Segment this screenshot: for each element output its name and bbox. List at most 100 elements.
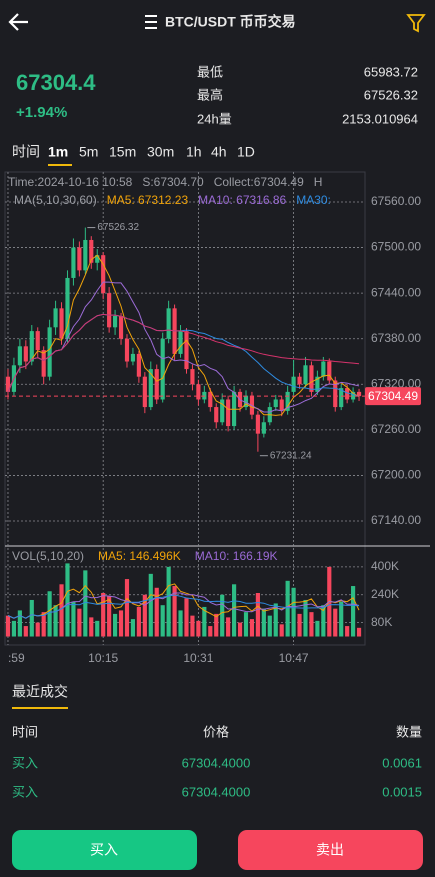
candle-body bbox=[291, 376, 296, 392]
volume-bar bbox=[136, 606, 141, 637]
interval-tab[interactable]: 4h bbox=[211, 144, 227, 160]
x-tick-label: 10:31 bbox=[183, 651, 213, 665]
interval-tab[interactable]: 1h bbox=[186, 144, 202, 160]
volume-bar bbox=[267, 615, 272, 637]
candle-body bbox=[356, 391, 362, 397]
ma-legend: MA30: bbox=[296, 193, 331, 207]
candle-body bbox=[59, 308, 64, 339]
candle-body bbox=[113, 315, 118, 328]
candle-body bbox=[89, 239, 94, 263]
candle-body bbox=[273, 399, 278, 408]
candle-body bbox=[208, 391, 213, 408]
volume-bar bbox=[226, 617, 231, 637]
volume-bar bbox=[237, 622, 243, 637]
sell-button[interactable] bbox=[238, 830, 423, 870]
volume-bar bbox=[279, 624, 284, 637]
vol-tick-label: 400K bbox=[371, 559, 399, 573]
volume-bar bbox=[35, 622, 40, 637]
candle-body bbox=[315, 376, 320, 392]
buy-button[interactable] bbox=[12, 830, 197, 870]
trades-title: 最近成交 bbox=[12, 684, 68, 700]
stat-value: 65983.72 bbox=[364, 64, 418, 79]
candle-body bbox=[184, 331, 189, 370]
candle-body bbox=[178, 331, 183, 354]
volume-bar bbox=[196, 620, 201, 637]
volume-bar bbox=[107, 596, 112, 637]
volume-bar bbox=[208, 626, 213, 637]
interval-tab[interactable]: 1m bbox=[48, 144, 68, 160]
menu-icon[interactable] bbox=[145, 15, 157, 29]
volume-bar bbox=[160, 605, 165, 637]
info-text: Collect:67304.49 bbox=[214, 175, 304, 189]
volume-bar bbox=[351, 586, 356, 637]
vol-legend: MA5: 146.496K bbox=[98, 549, 181, 563]
volume-bar bbox=[261, 608, 266, 637]
candle-body bbox=[196, 384, 201, 400]
trade-cell: 0.0061 bbox=[382, 755, 422, 770]
trades-column: 价格 bbox=[203, 724, 229, 739]
volume-bar bbox=[345, 626, 350, 637]
volume-bar bbox=[214, 613, 219, 637]
volume-bar bbox=[285, 580, 290, 637]
trade-cell: 67304.4000 bbox=[182, 755, 251, 770]
candle-body bbox=[327, 361, 332, 381]
candle-body bbox=[65, 277, 70, 339]
stat-value: 67526.32 bbox=[364, 87, 418, 102]
volume-bar bbox=[71, 601, 76, 637]
volume-bar bbox=[321, 605, 326, 637]
candle-body bbox=[23, 346, 28, 362]
volume-bar bbox=[23, 626, 28, 637]
candle-body bbox=[333, 380, 338, 408]
y-tick-label: 67560.00 bbox=[371, 194, 421, 208]
volume-bar bbox=[83, 570, 88, 637]
candle-body bbox=[309, 365, 314, 392]
y-tick-label: 67140.00 bbox=[371, 513, 421, 527]
ma-line bbox=[7, 313, 360, 393]
ma-line bbox=[7, 254, 360, 416]
y-tick-label: 67260.00 bbox=[371, 422, 421, 436]
trades-column: 时间 bbox=[12, 724, 38, 739]
interval-tab[interactable]: 1D bbox=[237, 144, 255, 160]
volume-bar bbox=[5, 615, 11, 637]
y-tick-label: 67200.00 bbox=[371, 468, 421, 482]
candle-body bbox=[41, 350, 46, 377]
volume-bar bbox=[243, 612, 249, 637]
candle-body bbox=[95, 255, 100, 263]
volume-bar bbox=[297, 613, 302, 637]
volume-bar bbox=[113, 613, 118, 637]
volume-bar bbox=[95, 620, 100, 637]
volume-bar bbox=[118, 610, 124, 637]
info-text: Time:2024-10-16 10:58 bbox=[8, 175, 133, 189]
candle-body bbox=[53, 308, 58, 328]
volume-bar bbox=[291, 587, 296, 637]
buy-label: 买入 bbox=[90, 842, 118, 858]
filter-icon[interactable] bbox=[406, 14, 426, 33]
low-label: 67231.24 bbox=[270, 450, 312, 461]
volume-bar bbox=[202, 606, 207, 637]
vol-ma-line bbox=[7, 592, 360, 619]
x-tick-label: 10:15 bbox=[88, 651, 118, 665]
volume-bar bbox=[184, 598, 189, 637]
volume-bar bbox=[154, 587, 159, 637]
volume-bar bbox=[190, 615, 195, 637]
volume-bar bbox=[101, 593, 106, 637]
y-tick-label: 67500.00 bbox=[371, 240, 421, 254]
volume-bar bbox=[77, 608, 82, 637]
info-text: H bbox=[314, 175, 323, 189]
interval-tab[interactable]: 5m bbox=[79, 144, 98, 160]
ma-line bbox=[7, 281, 360, 413]
info-text: S:67304.70 bbox=[142, 175, 204, 189]
candle-body bbox=[255, 414, 260, 434]
vol-legend: MA10: 166.19K bbox=[195, 549, 278, 563]
interval-tab[interactable]: 时间 bbox=[12, 144, 40, 160]
interval-tab[interactable]: 15m bbox=[109, 144, 136, 160]
volume-bar bbox=[220, 594, 225, 637]
last-price-label: 67304.49 bbox=[368, 389, 418, 403]
trade-cell: 0.0015 bbox=[382, 784, 422, 799]
price-change: +1.94% bbox=[16, 104, 67, 121]
volume-bar bbox=[47, 591, 52, 637]
volume-bar bbox=[309, 612, 314, 637]
interval-tab[interactable]: 30m bbox=[147, 144, 174, 160]
back-button[interactable] bbox=[8, 13, 28, 31]
y-tick-label: 67440.00 bbox=[371, 285, 421, 299]
